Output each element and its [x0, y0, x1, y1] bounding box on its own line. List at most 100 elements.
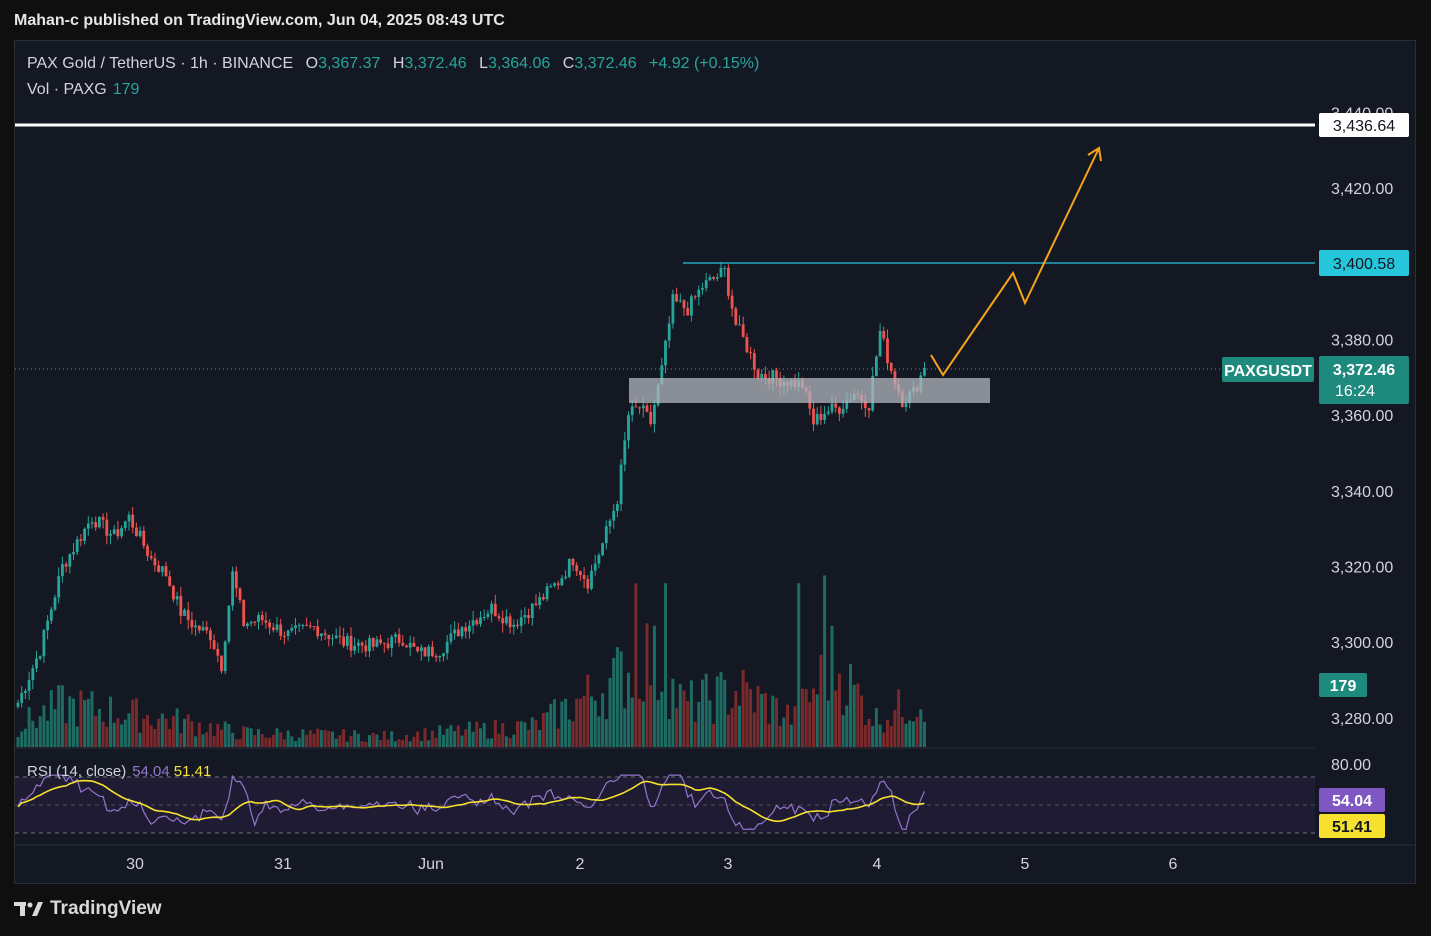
candle-body [394, 634, 397, 637]
candle-body [49, 609, 53, 621]
ohlc-legend[interactable]: PAX Gold / TetherUS · 1h · BINANCE O3,36… [27, 55, 759, 73]
volume-bar [456, 725, 460, 747]
candle-body [253, 621, 257, 623]
volume-bar [874, 708, 878, 747]
candle-body [116, 529, 120, 537]
candle-body [242, 600, 246, 626]
candle-body [179, 596, 183, 616]
candle-body [190, 620, 194, 628]
volume-bar [264, 737, 268, 747]
volume-bar [837, 673, 841, 747]
volume-bar [493, 720, 497, 747]
time-axis[interactable]: 30 31 Jun 2 3 4 5 6 [126, 856, 1177, 873]
price-chart[interactable]: 3,440.003,420.003,400.003,380.003,360.00… [15, 41, 1416, 884]
volume-bar [390, 731, 394, 747]
volume-bar [615, 647, 619, 747]
volume-bar [516, 721, 519, 747]
volume-bar [897, 689, 901, 747]
candle-body [164, 566, 168, 577]
volume-bar [708, 700, 712, 747]
volume-bar [530, 717, 534, 747]
volume-bar [371, 732, 375, 747]
volume-bar [356, 733, 360, 747]
candle-body [168, 576, 172, 586]
candle-body [175, 596, 179, 600]
volume-bar [767, 723, 771, 747]
candle-body [678, 300, 682, 302]
rsi-legend[interactable]: RSI (14, close) 54.04 51.41 [27, 763, 211, 780]
volume-bar [449, 725, 453, 747]
close-label: C [562, 55, 575, 72]
candle-body [838, 407, 841, 414]
candle-body [582, 575, 586, 579]
footer-brand[interactable]: TradingView [14, 898, 162, 920]
candle-body [61, 564, 64, 577]
tag-volume-text: 179 [1330, 678, 1357, 695]
candle-body [630, 406, 634, 416]
volume-bar [223, 721, 227, 747]
volume-bar [752, 712, 756, 747]
volume-bar [664, 583, 667, 747]
candle-body [878, 331, 882, 357]
candle-body [338, 635, 342, 637]
candle-body [460, 627, 464, 637]
volume-bar [863, 725, 867, 747]
volume-bar [911, 721, 915, 747]
candle-body [771, 370, 775, 384]
volume-bar [464, 729, 468, 747]
volume-bar [652, 625, 656, 747]
candle-body [701, 288, 704, 290]
volume-bar [127, 713, 131, 747]
volume-bar [782, 717, 786, 747]
volume-bar [146, 715, 149, 747]
candle-body [142, 530, 146, 546]
volume-bar [608, 678, 612, 747]
candle-body [216, 648, 220, 656]
volume-bar [46, 720, 50, 747]
candle-body [186, 609, 190, 620]
publisher-line: Mahan-c published on TradingView.com, Ju… [14, 12, 505, 29]
volume-bar [271, 734, 275, 747]
candle-body [686, 308, 690, 316]
volume-bar [153, 729, 157, 747]
candle-body [382, 642, 386, 644]
volume-bar [282, 739, 286, 747]
candle-body [830, 403, 834, 412]
candle-body [616, 504, 619, 511]
volume-bar [571, 721, 575, 747]
candle-body [297, 624, 301, 626]
projection-path[interactable] [930, 147, 1100, 377]
open-value: 3,367.37 [318, 55, 381, 72]
volume-bar [171, 716, 175, 747]
volume-bar [886, 719, 889, 747]
candle-body [279, 624, 283, 636]
volume-bar [412, 736, 416, 747]
volume-bar [852, 684, 856, 747]
chart-frame[interactable]: 3,440.003,420.003,400.003,380.003,360.00… [14, 40, 1416, 884]
volume-bar [497, 733, 501, 747]
volume-bar [257, 729, 260, 747]
volume-bar [804, 688, 808, 747]
candle-body [327, 634, 331, 639]
volume-bar [715, 676, 719, 747]
rsi-label: RSI (14, close) [27, 763, 127, 780]
volume-bar [778, 725, 782, 747]
volume-bar [545, 712, 549, 747]
volume-bar [723, 679, 727, 747]
volume-bar [741, 669, 745, 747]
volume-bar [327, 731, 331, 747]
volume-bar [578, 698, 582, 747]
volume-bars [16, 575, 926, 747]
candle-body [290, 628, 294, 631]
volume-legend[interactable]: Vol · PAXG 179 [27, 81, 139, 99]
volume-bar [401, 739, 405, 747]
volume-bar [164, 718, 168, 747]
volume-bar [260, 734, 264, 747]
support-zone[interactable] [629, 378, 990, 403]
candle-body [46, 620, 49, 631]
volume-bar [667, 719, 671, 747]
volume-bar [593, 700, 597, 747]
candle-body [16, 702, 20, 707]
candle-body [571, 558, 575, 566]
price-tick-label: 3,380.00 [1331, 332, 1393, 349]
